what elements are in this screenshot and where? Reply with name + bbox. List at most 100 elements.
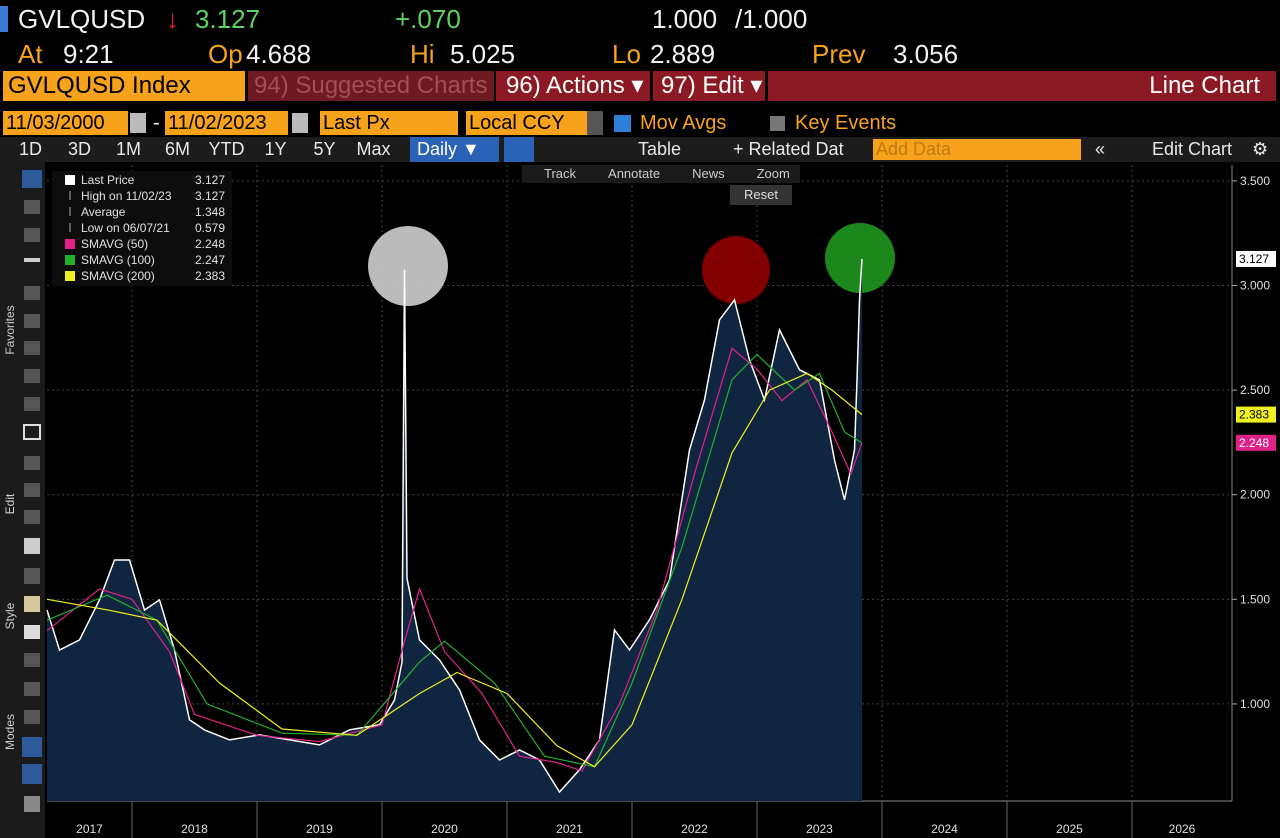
period-button[interactable]: 6M [164, 139, 190, 159]
y-tick-label: 1.000 [1240, 697, 1270, 711]
period-button[interactable]: YTD [208, 139, 245, 159]
frequency[interactable]: Daily ▼ [410, 137, 499, 162]
key-events[interactable]: Key Events [795, 112, 897, 134]
legend-box [52, 171, 232, 286]
x-tick-label: 2019 [306, 822, 333, 836]
chart-tool[interactable]: Annotate [608, 166, 661, 181]
legend-swatch [65, 271, 75, 281]
add-data[interactable]: Add Data [873, 139, 1081, 160]
field-label: Prev [812, 39, 866, 69]
related-data[interactable]: + Related Dat [733, 139, 844, 159]
period-button[interactable]: 5Y [313, 139, 336, 159]
x-tick-label: 2017 [76, 822, 103, 836]
suggested-charts[interactable]: 94) Suggested Charts [248, 71, 494, 101]
dropdown-button[interactable] [587, 111, 603, 135]
x-tick-label: 2022 [681, 822, 708, 836]
legend-value: 2.248 [195, 237, 225, 251]
field-value: 3.056 [893, 39, 959, 69]
period-button[interactable]: 1M [115, 139, 141, 159]
y-tick-label: 1.500 [1240, 592, 1270, 606]
side-label: Edit [3, 493, 17, 514]
y-tick-label: 3.500 [1240, 174, 1270, 188]
chart-tools: Track Annotate News Zoom [522, 165, 800, 183]
change: +.070 [395, 4, 461, 34]
period-button[interactable]: 1D [18, 139, 42, 159]
legend-swatch [65, 255, 75, 265]
currency-select[interactable]: Local CCY [466, 111, 587, 135]
legend-swatch [65, 239, 75, 249]
mov-avgs[interactable]: Mov Avgs [640, 112, 727, 134]
reset-button[interactable]: Reset [730, 185, 792, 205]
field-label: Hi [410, 39, 435, 69]
field-value: 4.688 [246, 39, 312, 69]
security-field[interactable]: GVLQUSD Index [3, 71, 245, 101]
side-toolbar [0, 162, 45, 838]
table-button[interactable]: Table [638, 139, 682, 159]
legend-value: 3.127 [195, 173, 225, 187]
x-tick-label: 2023 [806, 822, 833, 836]
x-tick-label: 2026 [1169, 822, 1196, 836]
annotation-circles [368, 223, 895, 306]
side-icons [22, 170, 42, 812]
checkbox-checked[interactable] [614, 115, 631, 132]
start-date[interactable]: 11/03/2000 [3, 111, 128, 135]
field-value: 2.889 [650, 39, 716, 69]
side-label: Modes [3, 714, 17, 750]
actions-menu[interactable]: 96) Actions ▾ [496, 71, 650, 101]
period-button[interactable]: Max [356, 139, 391, 159]
line-chart-icon[interactable] [504, 137, 534, 162]
field-value: 5.025 [450, 39, 516, 69]
y-tick-label: 2.000 [1240, 488, 1270, 502]
field-label: At [18, 39, 43, 69]
series-line [46, 372, 863, 768]
field-label: Lo [612, 39, 641, 69]
period-button[interactable]: 3D [67, 139, 91, 159]
calendar-icon[interactable] [292, 113, 308, 133]
legend-value: 1.348 [195, 205, 225, 219]
field-value: 9:21 [63, 39, 114, 69]
value-tag-label: 2.248 [1239, 436, 1269, 450]
x-tick-label: 2024 [931, 822, 958, 836]
legend-value: 2.247 [195, 253, 225, 267]
collapse[interactable]: « [1095, 139, 1106, 159]
period-buttons: 1D 3D 1M 6M YTD 1Y 5Y Max [6, 137, 398, 162]
toolbar: 1D 3D 1M 6M YTD 1Y 5Y Max Daily ▼ Table + Relat… [0, 137, 1280, 162]
legend-label: Last Price [81, 173, 135, 187]
status-marker [0, 6, 8, 32]
checkbox[interactable] [770, 116, 785, 131]
field-select[interactable]: Last Px [320, 111, 458, 135]
series-line [46, 353, 863, 768]
edit-chart[interactable]: Edit Chart [1152, 139, 1233, 159]
calendar-icon[interactable] [130, 113, 146, 133]
field-label: Op [208, 39, 243, 69]
x-tick-label: 2025 [1056, 822, 1083, 836]
legend-value: 2.383 [195, 269, 225, 283]
side-label: Style [3, 602, 17, 629]
end-date[interactable]: 11/02/2023 [165, 111, 288, 135]
chart-tool[interactable]: Zoom [756, 166, 790, 181]
legend-label: High on 11/02/23 [81, 189, 172, 203]
period-button[interactable]: 1Y [264, 139, 287, 159]
chart-tool[interactable]: News [692, 166, 725, 181]
ticker: GVLQUSD [18, 4, 146, 34]
y-tick-label: 2.500 [1240, 383, 1270, 397]
x-tick-label: 2018 [181, 822, 208, 836]
legend-label: SMAVG (50) [81, 237, 148, 251]
value-tag [1236, 250, 1276, 267]
last-price: 3.127 [195, 4, 261, 34]
value-tag [1236, 434, 1276, 451]
legend-swatch [65, 175, 75, 185]
legend-value: 3.127 [195, 189, 225, 203]
value-tag-label: 3.127 [1239, 252, 1269, 266]
settings[interactable]: ⚙ [1252, 139, 1269, 159]
chart-tool[interactable]: Track [544, 166, 577, 181]
value-tag-label: 2.383 [1239, 408, 1269, 422]
edit-menu[interactable]: 97) Edit ▾ [653, 71, 765, 101]
ratio: 1.000 [652, 4, 718, 34]
legend-label: Low on 06/07/21 [81, 221, 170, 235]
date-separator: - [153, 112, 160, 134]
direction-arrow: ↓ [166, 4, 179, 34]
side-label: Favorites [3, 305, 17, 354]
